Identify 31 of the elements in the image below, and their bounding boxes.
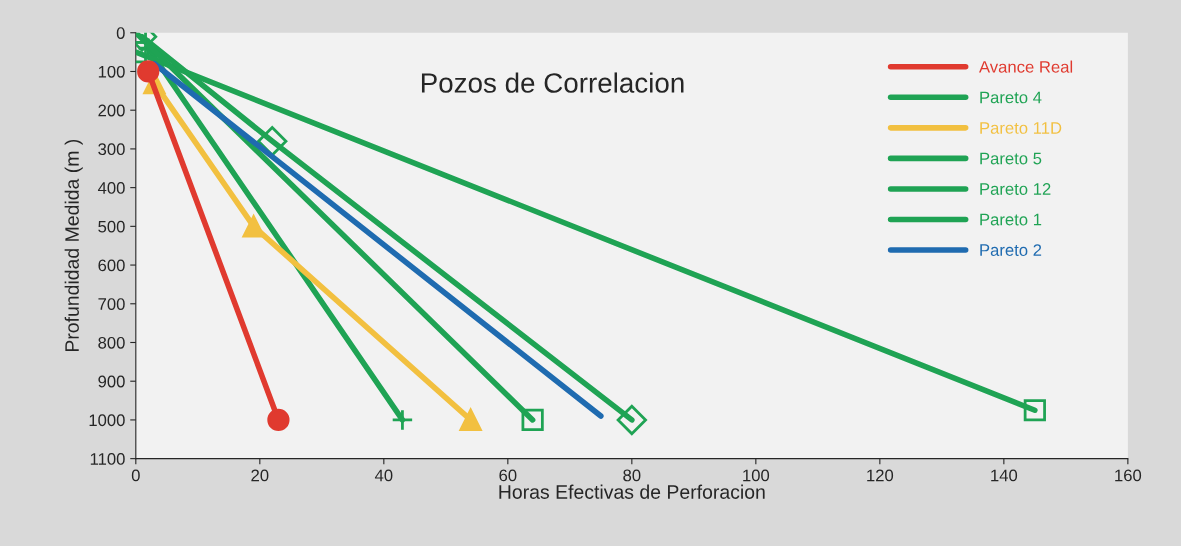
x-tick-label: 20 [251,469,269,482]
y-tick-label: 1000 [89,414,125,427]
text: Pozos de Correlacion [421,72,684,93]
legend-label: Pareto 1 [980,213,1042,226]
legend-label: Pareto 2 [980,244,1042,256]
y-tick-label: 900 [98,375,125,388]
legend-label: Pareto 12 [980,183,1051,195]
x-tick-label: 40 [374,469,393,482]
y-tick-label: 700 [98,298,125,310]
y-tick-label: 800 [98,336,125,349]
y-tick-label: 600 [98,259,125,272]
x-tick-label: 0 [131,469,140,482]
y-tick-label: 200 [98,104,125,117]
y-tick-label: 500 [98,220,125,233]
y-tick-label: 0 [116,27,125,39]
y-axis-title: Profundidad Medida (m ) [64,139,83,352]
legend-label: Pareto 5 [980,152,1042,165]
legend-label: Pareto 4 [980,91,1042,104]
x-tick-label: 120 [867,469,894,482]
x-tick-label: 140 [991,469,1018,482]
x-tick-label: 60 [499,469,517,482]
y-tick-label: 100 [98,65,125,78]
y-tick-label: 1100 [90,453,125,465]
legend-label: Avance Real [979,60,1073,73]
y-tick-label: 400 [97,182,125,194]
x-tick-label: 100 [743,469,770,482]
y-tick-label: 300 [98,143,125,156]
x-axis-title: Horas Efectivas de Perforacion [499,484,765,499]
x-tick-label: 80 [623,469,641,482]
x-tick-label: 160 [1115,469,1142,482]
legend-label: Pareto 11D [980,122,1062,134]
